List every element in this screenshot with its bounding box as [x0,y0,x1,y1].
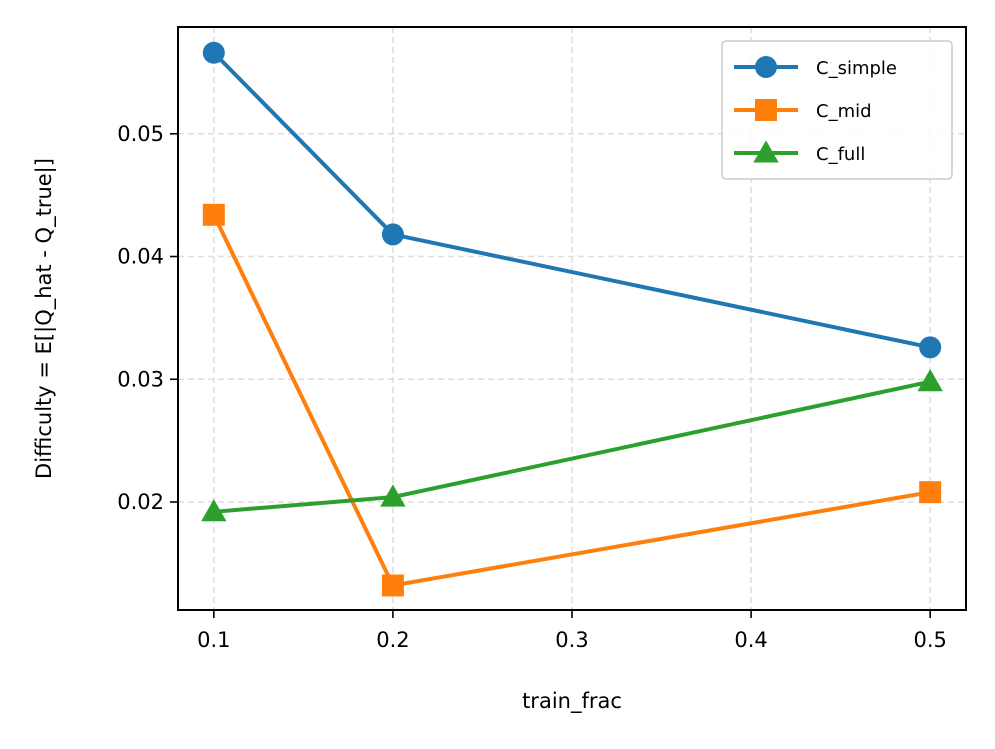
data-point-c-mid [202,203,225,226]
data-point-c-simple [202,41,225,64]
data-point-c-full [917,369,943,392]
legend-label-c-mid: C_mid [816,101,872,122]
axis-ticks: 0.1 0.2 0.3 0.4 0.5 0.02 0.03 0.04 0.05 [117,122,947,652]
y-axis-label: Difficulty = E[|Q_hat - Q_true|] [32,158,57,479]
x-tick-label: 0.2 [376,628,409,652]
data-point-c-simple [381,223,404,246]
x-axis-label: train_frac [522,689,622,714]
legend-entry-c-mid: C_mid [734,99,872,122]
legend-marker-c-mid [755,99,777,121]
y-tick-label: 0.04 [117,245,164,269]
legend-marker-c-full [753,140,779,163]
legend-marker-c-simple [755,56,777,78]
legend-entry-c-simple: C_simple [734,56,897,79]
y-tick-label: 0.05 [117,122,164,146]
y-tick-label: 0.03 [117,367,164,391]
legend-label-c-full: C_full [816,144,865,165]
data-point-c-simple [919,336,942,359]
series-c-full [201,369,943,522]
legend-entry-c-full: C_full [734,140,865,165]
series-layer [201,41,943,597]
legend-label-c-simple: C_simple [816,58,897,79]
data-point-c-mid [381,574,404,597]
data-point-c-full [380,484,406,507]
y-tick-label: 0.02 [117,490,164,514]
data-point-c-full [201,499,227,522]
x-tick-label: 0.1 [197,628,230,652]
legend: C_simple C_mid C_full [721,40,953,180]
grid [178,27,966,610]
x-tick-label: 0.5 [913,628,946,652]
x-tick-label: 0.4 [734,628,767,652]
series-c-mid [202,203,942,597]
series-c-simple [202,41,942,359]
x-tick-label: 0.3 [555,628,588,652]
data-point-c-mid [919,481,942,504]
legend-box [721,40,953,180]
